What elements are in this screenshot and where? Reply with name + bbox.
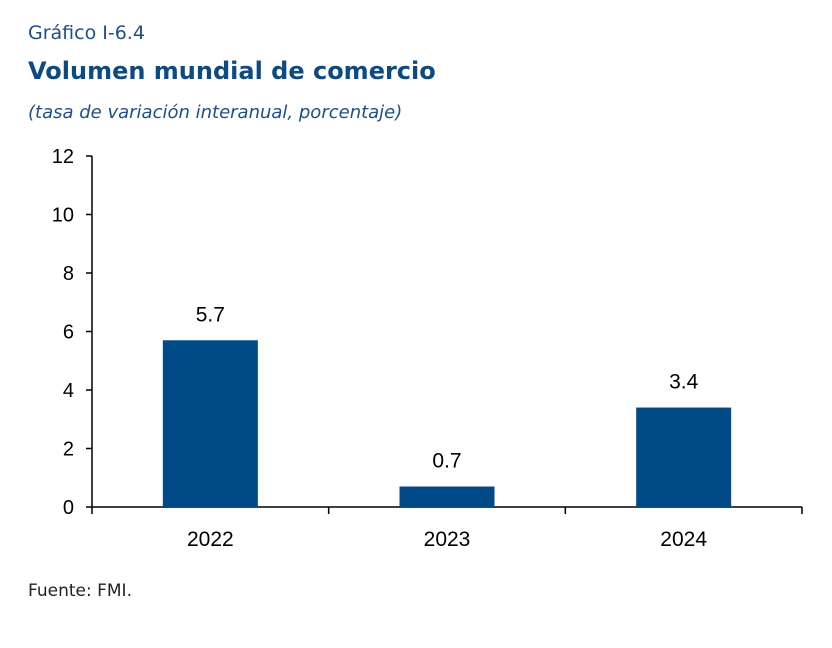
chart-subtitle: (tasa de variación interanual, porcentaj… [28, 102, 403, 123]
x-axis: 2022 2023 2024 [91, 506, 803, 551]
bar [636, 407, 732, 507]
x-tick-label: 2022 [187, 528, 234, 551]
y-tick-label: 12 [52, 146, 74, 168]
data-label: 5.7 [196, 303, 225, 326]
y-tick-label: 8 [63, 263, 74, 285]
y-tick-label: 2 [63, 439, 74, 461]
y-tick-label: 10 [52, 205, 74, 227]
bars: 5.7 0.7 3.4 [162, 303, 732, 507]
bar [399, 486, 495, 507]
y-axis: 0 2 4 6 8 10 12 [52, 146, 93, 519]
data-label: 0.7 [432, 450, 461, 473]
chart-title: Volumen mundial de comercio [28, 57, 436, 85]
y-tick-label: 6 [63, 322, 74, 344]
y-tick-label: 4 [63, 380, 74, 402]
figure-label: Gráfico I-6.4 [28, 22, 145, 44]
x-tick-label: 2023 [424, 528, 471, 551]
bar [162, 340, 258, 507]
source-note: Fuente: FMI. [28, 581, 132, 601]
x-tick-label: 2024 [660, 528, 707, 551]
data-label: 3.4 [669, 371, 699, 394]
y-tick-label: 0 [63, 497, 74, 519]
